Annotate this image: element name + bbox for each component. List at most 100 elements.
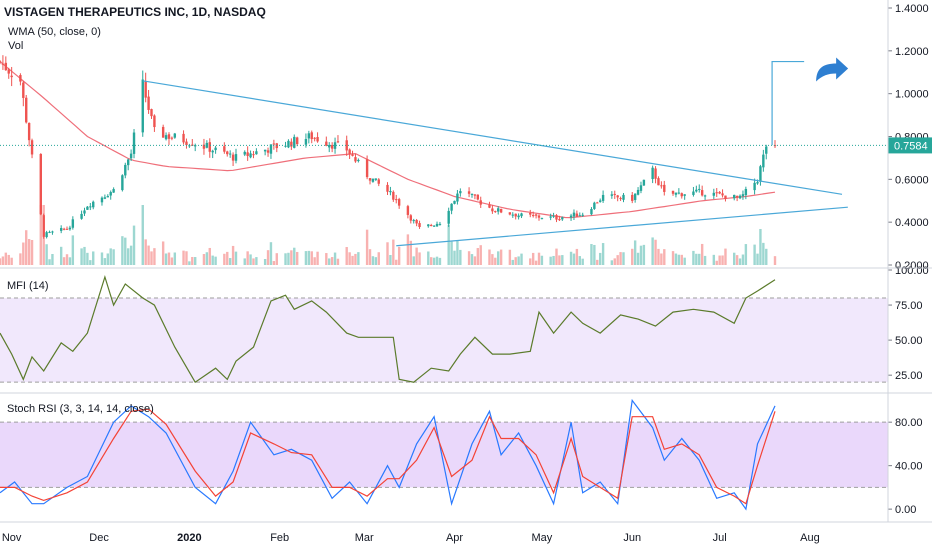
volume-bar (333, 252, 337, 265)
volume-bar (80, 248, 83, 265)
candle-body (170, 137, 174, 139)
volume-bar (194, 257, 197, 265)
candle-body (65, 228, 69, 230)
candle-body (1, 63, 5, 65)
volume-bar (473, 256, 477, 265)
price-tick-label: 0.6000 (895, 174, 929, 186)
candle-body (295, 137, 299, 145)
volume-bar (450, 241, 453, 265)
candle-body (371, 178, 375, 182)
candle-body (345, 140, 348, 151)
volume-bar (371, 256, 375, 265)
volume-bar (447, 224, 450, 265)
candle-body (715, 192, 718, 194)
volume-bar (345, 247, 348, 265)
volume-bar (150, 251, 153, 265)
volume-bar (724, 248, 727, 265)
time-tick-label: Jul (713, 532, 727, 544)
candles-layer (0, 55, 777, 239)
candle-body (106, 196, 110, 198)
candle-body (266, 150, 270, 153)
volume-layer (0, 205, 777, 265)
volume-bar (89, 260, 92, 265)
volume-bar (51, 254, 54, 265)
volume-bar (173, 252, 177, 265)
volume-bar (284, 253, 287, 265)
candle-body (19, 75, 22, 82)
candle-body (304, 138, 308, 145)
volume-bar (680, 254, 683, 265)
volume-bar (575, 248, 579, 265)
volume-bar (520, 253, 523, 265)
stoch-tick-label: 80.00 (895, 417, 923, 429)
volume-bar (141, 205, 144, 265)
volume-bar (223, 253, 226, 265)
candle-body (129, 153, 133, 159)
volume-bar (27, 239, 31, 265)
volume-bar (733, 252, 736, 265)
candle-body (575, 213, 579, 217)
candle-body (456, 193, 459, 202)
candle-body (660, 185, 663, 187)
time-tick-label: Feb (270, 532, 289, 544)
volume-bar (613, 258, 616, 265)
candle-body (447, 210, 450, 224)
volume-bar (208, 247, 211, 265)
candle-body (185, 141, 188, 146)
trendline (142, 80, 843, 195)
candle-body (293, 136, 296, 148)
volume-bar (68, 257, 72, 265)
volume-bar (622, 252, 625, 265)
volume-bar (231, 245, 235, 265)
candle-body (561, 217, 564, 220)
stoch-k-line (0, 398, 776, 511)
arrow-icon (816, 57, 849, 82)
candle-body (700, 190, 704, 196)
volume-bar (415, 247, 418, 265)
volume-bar (170, 257, 174, 265)
volume-bar (432, 257, 436, 265)
volume-bar (642, 244, 646, 265)
volume-bar (601, 243, 605, 265)
volume-bar (660, 253, 663, 265)
candle-body (7, 69, 10, 74)
candle-body (479, 200, 482, 205)
volume-bar (636, 252, 640, 265)
candle-body (531, 215, 535, 217)
candle-body (389, 191, 392, 193)
mfi-axis[interactable]: 25.00 50.00 75.00 100.00 (888, 265, 929, 382)
volume-bar (357, 252, 360, 265)
volume-bar (191, 256, 194, 265)
candle-body (435, 223, 439, 227)
volume-bar (491, 254, 494, 265)
volume-bar (499, 249, 503, 265)
volume-bar (753, 244, 756, 265)
volume-bar (610, 260, 614, 265)
volume-bar (531, 252, 535, 265)
candle-body (430, 225, 433, 227)
volume-bar (558, 255, 561, 265)
candle-body (636, 189, 640, 195)
volume-bar (269, 242, 273, 265)
volume-bar (30, 240, 34, 265)
time-tick-label: Dec (89, 532, 109, 544)
candle-body (593, 202, 596, 209)
stoch-axis[interactable]: 0.00 40.00 80.00 (888, 417, 923, 516)
candle-body (508, 212, 512, 215)
volume-bar (517, 256, 520, 265)
candle-body (167, 134, 171, 139)
volume-bar (377, 252, 380, 265)
volume-bar (330, 257, 334, 265)
volume-bar (581, 258, 584, 265)
candle-body (330, 145, 334, 149)
mfi-tick-label: 50.00 (895, 335, 923, 347)
volume-bar (167, 252, 171, 265)
candle-body (228, 153, 232, 155)
volume-bar (10, 257, 13, 265)
volume-bar (48, 259, 51, 265)
candle-body (598, 200, 602, 202)
volume-bar (182, 250, 185, 265)
candle-body (354, 157, 357, 162)
volume-bar (418, 252, 421, 265)
